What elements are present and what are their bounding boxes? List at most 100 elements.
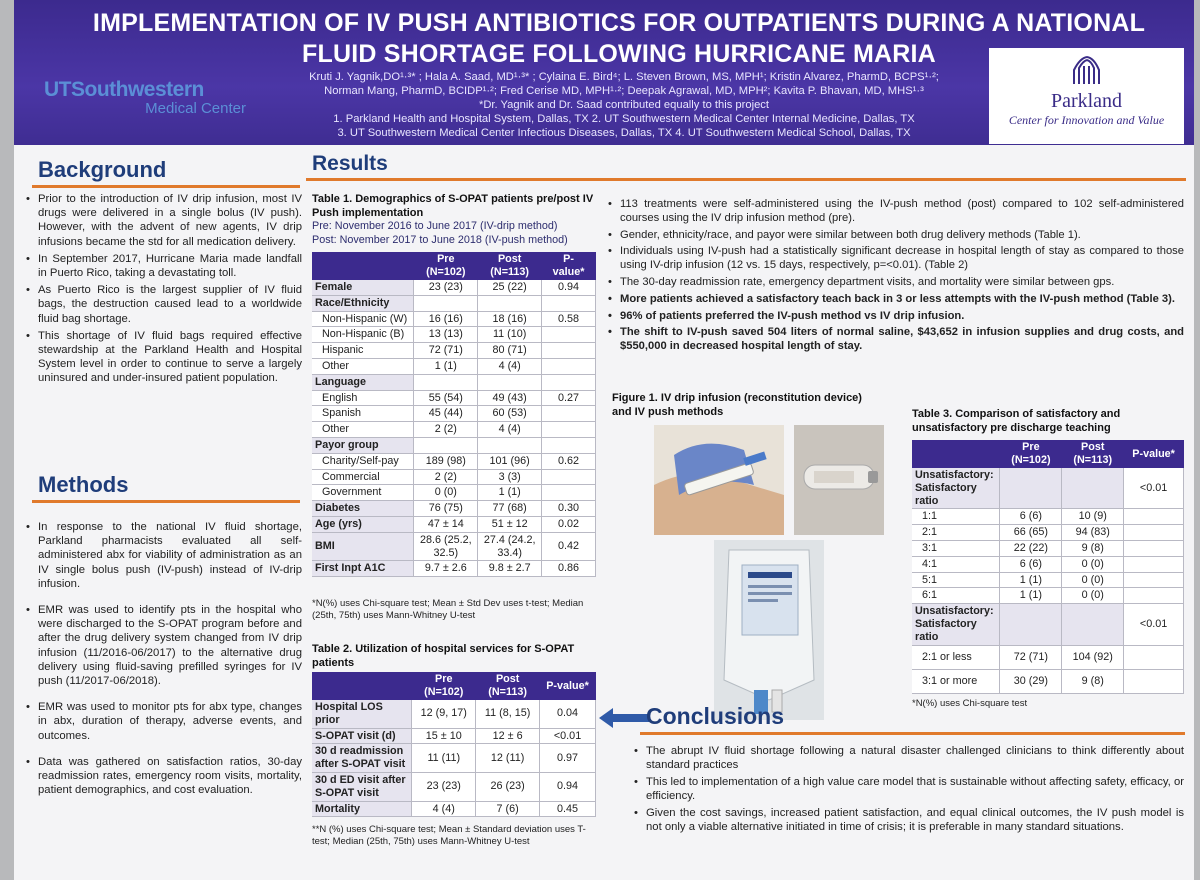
table-header-cell: P-value*: [541, 252, 596, 280]
table-header-cell: Pre (N=102): [413, 252, 478, 280]
table-row: 1:1 6 (6) 10 (9): [912, 508, 1184, 526]
table-row: 3:1 22 (22) 9 (8): [912, 540, 1184, 557]
table3-teaching: Pre (N=102) Post (N=113) P-value* Unsatisf…: [912, 440, 1184, 694]
table-row: 6:1 1 (1) 0 (0): [912, 587, 1184, 605]
background-bullet: In September 2017, Hurricane Maria made …: [24, 252, 302, 280]
table-header-row: Pre (N=102) Post (N=113) P-value*: [912, 440, 1184, 468]
table-row: BMI 28.6 (25.2, 32.5) 27.4 (24.2, 33.4) 0.4…: [312, 532, 596, 562]
conclusions-section: The abrupt IV fluid shortage following a…: [632, 744, 1184, 837]
table-header-cell: Post (N=113): [477, 252, 542, 280]
methods-bullet: EMR was used to identify pts in the hosp…: [24, 603, 302, 688]
results-bullet: More patients achieved a satisfactory te…: [606, 293, 1184, 307]
authors-line: Kruti J. Yagnik,DO¹·³* ; Hala A. Saad, M…: [309, 71, 939, 83]
table2-utilization: Pre (N=102) Post (N=113) P-value* Hospital…: [312, 672, 596, 818]
results-bullet: The 30-day readmission rate, emergency d…: [606, 276, 1184, 290]
table-row: Non-Hispanic (W) 16 (16) 18 (16) 0.58: [312, 311, 596, 328]
affiliation-line: 1. Parkland Health and Hospital System, …: [333, 113, 915, 125]
table-row: 2:1 or less 72 (71) 104 (92): [912, 645, 1184, 670]
table1-demographics: Pre (N=102) Post (N=113) P-value* Female 23…: [312, 252, 596, 578]
table-row: 30 d readmission after S-OPAT visit 11 (11…: [312, 743, 596, 773]
figure1-caption: Figure 1. IV drip infusion (reconstituti…: [612, 392, 862, 418]
conclusions-bullet: Given the cost savings, increased patien…: [632, 806, 1184, 834]
authors-note: *Dr. Yagnik and Dr. Saad contributed equ…: [478, 99, 769, 111]
conclusions-divider: [640, 732, 1185, 735]
results-bullets: 113 treatments were self-administered us…: [606, 198, 1184, 357]
table-row: Other 2 (2) 4 (4): [312, 421, 596, 438]
conclusions-heading: Conclusions: [646, 703, 785, 729]
ut-logo-text: UTSouthwestern: [44, 78, 204, 101]
results-bullet: Gender, ethnicity/race, and payor were s…: [606, 229, 1184, 243]
table-row: Race/Ethnicity: [312, 295, 596, 312]
affiliation-line: 3. UT Southwestern Medical Center Infect…: [337, 127, 911, 139]
table-header-cell: [312, 252, 414, 280]
table-row: Spanish 45 (44) 60 (53): [312, 405, 596, 423]
table-header-row: Pre (N=102) Post (N=113) P-value*: [312, 672, 596, 700]
methods-heading: Methods: [38, 472, 129, 497]
table3-caption: Table 3. Comparison of satisfactory and …: [912, 408, 1121, 434]
table2-footnote: **N (%) uses Chi-square test; Mean ± Sta…: [312, 824, 586, 847]
table-row: 30 d ED visit after S-OPAT visit 23 (23) 26…: [312, 772, 596, 802]
table-row: Mortality 4 (4) 7 (6) 0.45: [312, 801, 596, 818]
table-row: Other 1 (1) 4 (4): [312, 358, 596, 375]
authors-line: Norman Mang, PharmD, BCIDP¹·²; Fred Ceri…: [324, 85, 924, 97]
table1-footnote: *N(%) uses Chi-square test; Mean ± Std D…: [312, 598, 584, 621]
table-row: 3:1 or more 30 (29) 9 (8): [912, 669, 1184, 694]
results-divider: [306, 178, 1186, 181]
background-bullet: Prior to the introduction of IV drip inf…: [24, 192, 302, 249]
ut-logo-subtext: Medical Center: [145, 100, 246, 117]
arrow-left-icon: [599, 708, 649, 728]
conclusions-bullet: The abrupt IV fluid shortage following a…: [632, 744, 1184, 772]
table-row: Non-Hispanic (B) 13 (13) 11 (10): [312, 326, 596, 344]
background-bullet: This shortage of IV fluid bags required …: [24, 329, 302, 386]
results-bullet: The shift to IV-push saved 504 liters of…: [606, 326, 1184, 354]
table-row: First Inpt A1C 9.7 ± 2.6 9.8 ± 2.7 0.86: [312, 560, 596, 578]
parkland-logo: Parkland Center for Innovation and Value: [989, 48, 1184, 144]
table-row: Charity/Self-pay 189 (98) 101 (96) 0.62: [312, 453, 596, 470]
background-bullet: As Puerto Rico is the largest supplier o…: [24, 283, 302, 326]
table-row: S-OPAT visit (d) 15 ± 10 12 ± 6 <0.01: [312, 728, 596, 745]
table-row: Unsatisfactory: Satisfactory ratio <0.01: [912, 603, 1184, 646]
table-row: Payor group: [312, 437, 596, 454]
table-row: Age (yrs) 47 ± 14 51 ± 12 0.02: [312, 516, 596, 533]
poster-header: IMPLEMENTATION OF IV PUSH ANTIBIOTICS FO…: [14, 0, 1194, 145]
table-header-row: Pre (N=102) Post (N=113) P-value*: [312, 252, 596, 280]
methods-bullet: In response to the national IV fluid sho…: [24, 520, 302, 591]
methods-bullet: EMR was used to monitor pts for abx type…: [24, 700, 302, 743]
table-row: Female 23 (23) 25 (22) 0.94: [312, 280, 596, 296]
table-row: Language: [312, 374, 596, 391]
parkland-emblem-icon: [1072, 56, 1100, 84]
background-section: Prior to the introduction of IV drip inf…: [24, 192, 302, 389]
results-bullet: 96% of patients preferred the IV-push me…: [606, 310, 1184, 324]
table3-footnote: *N(%) uses Chi-square test: [912, 698, 1028, 709]
author-block: Kruti J. Yagnik,DO¹·³* ; Hala A. Saad, M…: [264, 70, 984, 140]
ut-southwestern-logo: UTSouthwestern Medical Center: [44, 78, 254, 117]
background-heading: Background: [38, 157, 167, 182]
conclusions-bullet: This led to implementation of a high val…: [632, 775, 1184, 803]
table1-post-range: Post: November 2017 to June 2018 (IV-pus…: [312, 234, 568, 246]
table-row: Hispanic 72 (71) 80 (71): [312, 342, 596, 359]
table-row: Commercial 2 (2) 3 (3): [312, 469, 596, 486]
background-divider: [32, 185, 300, 188]
table1-pre-range: Pre: November 2016 to June 2017 (IV-drip…: [312, 220, 558, 232]
iv-push-bag-photo: [714, 540, 824, 720]
methods-divider: [32, 500, 300, 503]
results-bullet: Individuals using IV-push had a statisti…: [606, 245, 1184, 273]
results-heading: Results: [312, 152, 388, 175]
parkland-name: Parkland: [1050, 90, 1123, 112]
table-row: English 55 (54) 49 (43) 0.27: [312, 390, 596, 407]
results-bullet: 113 treatments were self-administered us…: [606, 198, 1184, 226]
poster-title: IMPLEMENTATION OF IV PUSH ANTIBIOTICS FO…: [92, 9, 1146, 68]
table-row: Government 0 (0) 1 (1): [312, 484, 596, 502]
iv-drip-photo: [654, 425, 784, 535]
table-row: 2:1 66 (65) 94 (83): [912, 524, 1184, 541]
poster: IMPLEMENTATION OF IV PUSH ANTIBIOTICS FO…: [14, 0, 1194, 880]
table-row: Unsatisfactory: Satisfactory ratio <0.01: [912, 468, 1184, 510]
table2-caption: Table 2. Utilization of hospital service…: [312, 643, 575, 669]
table-row: Diabetes 76 (75) 77 (68) 0.30: [312, 500, 596, 517]
table-row: 4:1 6 (6) 0 (0): [912, 556, 1184, 573]
table-row: 5:1 1 (1) 0 (0): [912, 572, 1184, 589]
table1-caption: Table 1. Demographics of S-OPAT patients…: [312, 193, 594, 219]
parkland-subtitle: Center for Innovation and Value: [1008, 113, 1165, 127]
reconstitution-device-photo: [794, 425, 884, 535]
methods-bullet: Data was gathered on satisfaction ratios…: [24, 755, 302, 798]
